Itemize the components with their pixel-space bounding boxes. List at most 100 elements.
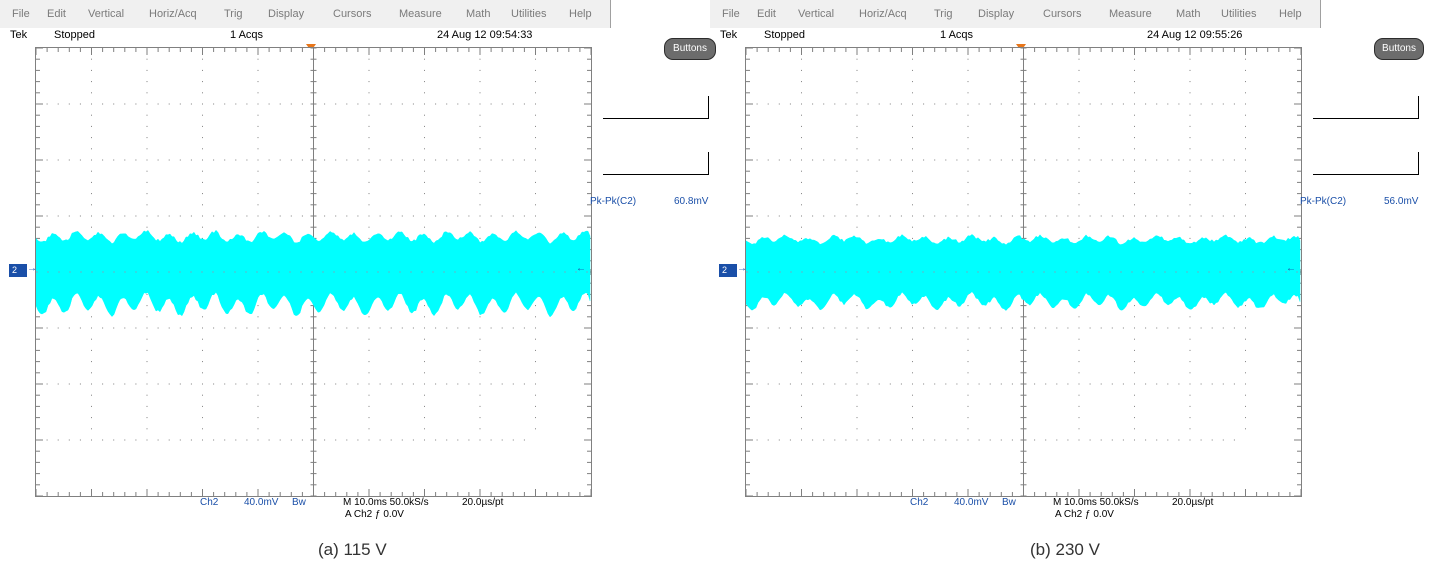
menu-edit[interactable]: Edit (757, 8, 776, 20)
grid-dot (246, 103, 248, 105)
grid-dot (424, 81, 425, 83)
grid-dot (1245, 215, 1246, 217)
menu-math[interactable]: Math (1176, 8, 1201, 20)
grid-dot (801, 394, 802, 396)
menu-vertical[interactable]: Vertical (88, 8, 125, 20)
channel2-marker[interactable]: 2 (9, 264, 27, 277)
grid-dot (856, 58, 858, 60)
grid-dot (967, 394, 969, 396)
grid-dot (912, 316, 913, 318)
grid-dot (856, 148, 858, 150)
grid-dot (823, 327, 825, 329)
grid-dot (912, 405, 913, 407)
grid-dot (1067, 327, 1069, 329)
grid-dot (945, 439, 947, 441)
menu-trig[interactable]: Trig (224, 8, 243, 20)
menu-help[interactable]: Help (569, 8, 592, 20)
grid-dot (535, 137, 536, 139)
grid-dot (424, 394, 425, 396)
menu-horiz-acq[interactable]: Horiz/Acq (859, 8, 907, 20)
channel2-marker[interactable]: 2 (719, 264, 737, 277)
grid-dot (912, 204, 913, 206)
grid-dot (424, 349, 425, 351)
grid-dot (912, 170, 913, 172)
menu-edit[interactable]: Edit (47, 8, 66, 20)
sample-interval: 20.0µs/pt (1172, 497, 1214, 508)
grid-dot (390, 159, 392, 161)
grid-dot (1078, 372, 1080, 374)
grid-dot (1211, 439, 1213, 441)
buttons-button[interactable]: Buttons (1374, 38, 1424, 60)
grid-dot (1178, 159, 1180, 161)
grid-dot (856, 159, 858, 161)
grid-dot (91, 103, 92, 105)
grid-dot (479, 439, 481, 441)
grid-dot (1078, 103, 1080, 105)
menu-display[interactable]: Display (978, 8, 1015, 20)
grid-dot (202, 103, 203, 105)
grid-dot (468, 383, 470, 385)
menu-file[interactable]: File (722, 8, 740, 20)
grid-dot (257, 428, 259, 430)
grid-dot (1178, 439, 1180, 441)
grid-dot (1045, 439, 1047, 441)
menu-trig[interactable]: Trig (934, 8, 953, 20)
grid-dot (1178, 103, 1180, 105)
buttons-button[interactable]: Buttons (664, 38, 716, 60)
grid-dot (479, 170, 481, 172)
grid-dot (146, 226, 148, 228)
grid-dot (1100, 439, 1102, 441)
menu-cursors[interactable]: Cursors (1043, 8, 1082, 20)
grid-dot (1134, 92, 1135, 94)
grid-dot (324, 439, 326, 441)
menu-horiz-acq[interactable]: Horiz/Acq (149, 8, 197, 20)
grid-dot (146, 159, 148, 161)
waveform-display[interactable] (745, 47, 1302, 497)
grid-dot (845, 215, 847, 217)
grid-dot (756, 159, 758, 161)
grid-dot (368, 237, 370, 239)
grid-dot (235, 439, 237, 441)
grid-dot (1189, 193, 1191, 195)
menu-measure[interactable]: Measure (1109, 8, 1152, 20)
grid-dot (856, 327, 858, 329)
menu-help[interactable]: Help (1279, 8, 1302, 20)
grid-dot (424, 193, 425, 195)
grid-dot (856, 338, 858, 340)
grid-dot (124, 439, 126, 441)
grid-dot (335, 439, 337, 441)
trigger-level-arrow-icon: ← (1286, 263, 1296, 274)
menu-vertical[interactable]: Vertical (798, 8, 835, 20)
menu-utilities[interactable]: Utilities (1221, 8, 1257, 20)
grid-dot (1222, 159, 1224, 161)
grid-dot (246, 159, 248, 161)
grid-dot (202, 204, 203, 206)
grid-dot (1245, 125, 1246, 127)
menu-math[interactable]: Math (466, 8, 491, 20)
grid-dot (257, 383, 259, 385)
grid-dot (246, 327, 248, 329)
menu-utilities[interactable]: Utilities (511, 8, 547, 20)
grid-dot (1245, 81, 1246, 83)
grid-dot (390, 215, 392, 217)
menu-measure[interactable]: Measure (399, 8, 442, 20)
grid-dot (468, 215, 470, 217)
menu-cursors[interactable]: Cursors (333, 8, 372, 20)
grid-dot (290, 439, 292, 441)
menu-display[interactable]: Display (268, 8, 305, 20)
menu-file[interactable]: File (12, 8, 30, 20)
grid-dot (1189, 338, 1191, 340)
grid-dot (146, 69, 148, 71)
grid-dot (1078, 114, 1080, 116)
grid-dot (512, 327, 514, 329)
grid-dot (1011, 215, 1013, 217)
grid-dot (91, 394, 92, 396)
grid-dot (268, 383, 270, 385)
grid-dot (834, 159, 836, 161)
grid-dot (967, 338, 969, 340)
grid-dot (1200, 383, 1202, 385)
waveform-display[interactable] (35, 47, 592, 497)
grid-dot (424, 305, 425, 307)
grid-dot (435, 439, 437, 441)
grid-dot (179, 215, 181, 217)
